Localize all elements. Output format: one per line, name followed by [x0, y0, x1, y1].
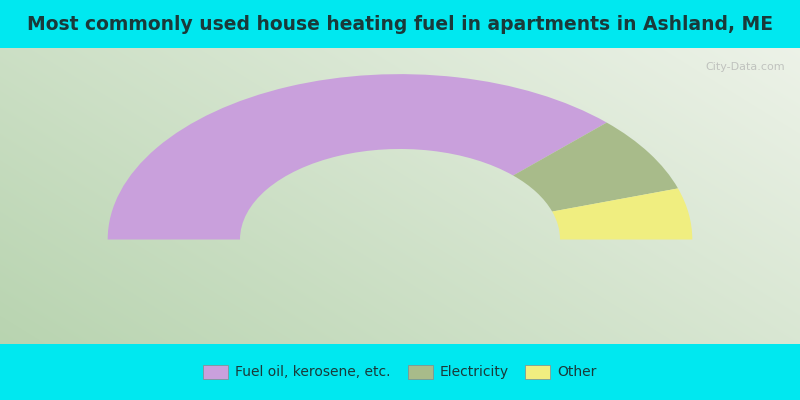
- Wedge shape: [513, 122, 678, 212]
- Text: Most commonly used house heating fuel in apartments in Ashland, ME: Most commonly used house heating fuel in…: [27, 14, 773, 34]
- Wedge shape: [108, 74, 606, 240]
- Text: City-Data.com: City-Data.com: [705, 62, 785, 72]
- Legend: Fuel oil, kerosene, etc., Electricity, Other: Fuel oil, kerosene, etc., Electricity, O…: [198, 359, 602, 385]
- Wedge shape: [552, 188, 692, 240]
